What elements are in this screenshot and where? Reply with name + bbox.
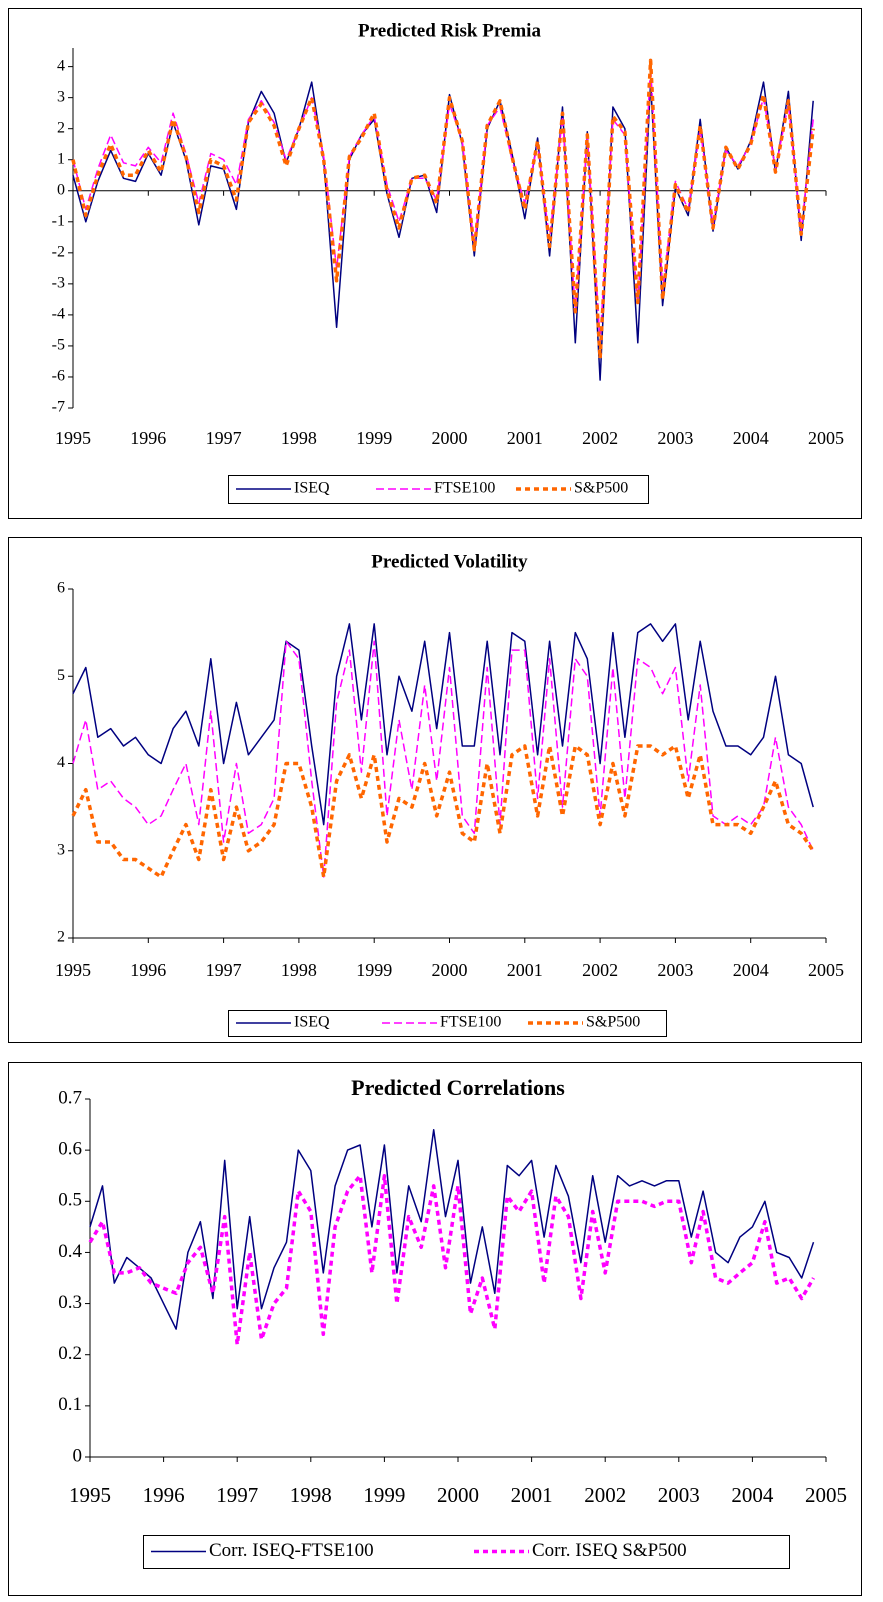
x-tick-label: 2000	[432, 960, 468, 980]
y-tick-label: -6	[52, 368, 65, 385]
series-line	[71, 58, 815, 361]
x-tick-label: 1998	[281, 960, 317, 980]
legend-box	[143, 1535, 790, 1569]
x-tick-label: 1995	[55, 960, 91, 980]
x-tick-label: 1999	[356, 428, 392, 448]
y-tick-label: -1	[52, 212, 65, 229]
x-tick-label: 2004	[733, 960, 769, 980]
y-tick-label: -3	[52, 275, 65, 292]
y-tick-label: 0	[73, 1445, 83, 1466]
y-tick-label: 0.2	[58, 1343, 82, 1364]
y-tick-label: 4	[57, 754, 65, 771]
legend-box	[228, 475, 649, 504]
y-tick-label: -2	[52, 243, 65, 260]
legend-label: FTSE100	[440, 1014, 501, 1031]
x-tick-label: 1995	[69, 1483, 111, 1507]
y-tick-label: 1	[57, 150, 65, 167]
y-tick-label: 3	[57, 841, 65, 858]
y-tick-label: 0	[57, 181, 65, 198]
y-tick-label: 0.3	[58, 1292, 82, 1313]
legend-label: Corr. ISEQ-FTSE100	[209, 1540, 374, 1561]
y-tick-label: -4	[52, 306, 65, 323]
x-tick-label: 2003	[658, 1483, 700, 1507]
chart-frame	[8, 1062, 862, 1596]
legend-label: ISEQ	[294, 480, 330, 497]
y-tick-label: 0.6	[58, 1139, 82, 1160]
x-tick-label: 1996	[143, 1483, 185, 1507]
series-line	[72, 81, 814, 381]
x-tick-label: 2003	[657, 960, 693, 980]
legend-label: FTSE100	[434, 480, 495, 497]
x-tick-label: 1997	[206, 960, 242, 980]
chart-title: Predicted Volatility	[371, 551, 528, 572]
series-line	[72, 623, 814, 826]
chart-frame	[8, 537, 862, 1043]
x-tick-label: 2005	[805, 1483, 847, 1507]
legend-label: S&P500	[574, 480, 628, 497]
x-tick-label: 1999	[363, 1483, 405, 1507]
y-tick-label: 4	[57, 57, 65, 74]
y-tick-label: -5	[52, 337, 65, 354]
y-tick-label: 2	[57, 119, 65, 136]
series-line	[89, 1128, 815, 1330]
y-tick-label: -7	[52, 399, 65, 416]
series-line	[71, 744, 815, 879]
chart-frame	[8, 8, 862, 519]
series-line	[72, 65, 814, 344]
legend-label: S&P500	[586, 1014, 640, 1031]
x-tick-label: 2003	[657, 428, 693, 448]
legend-box	[228, 1010, 667, 1037]
x-tick-label: 2002	[582, 960, 618, 980]
legend-label: ISEQ	[294, 1014, 330, 1031]
x-tick-label: 1997	[206, 428, 242, 448]
x-tick-label: 1998	[290, 1483, 332, 1507]
y-tick-label: 5	[57, 667, 65, 684]
x-tick-label: 1996	[130, 960, 166, 980]
x-tick-label: 2004	[731, 1483, 774, 1507]
y-tick-label: 0.5	[58, 1190, 82, 1211]
series-line	[88, 1173, 816, 1347]
x-tick-label: 2000	[437, 1483, 479, 1507]
y-tick-label: 3	[57, 88, 65, 105]
y-tick-label: 0.7	[58, 1087, 82, 1108]
y-tick-label: 6	[57, 580, 65, 597]
x-tick-label: 1999	[356, 960, 392, 980]
x-tick-label: 2005	[808, 428, 844, 448]
y-tick-label: 2	[57, 929, 65, 946]
x-tick-label: 1998	[281, 428, 317, 448]
chart-title: Predicted Correlations	[351, 1075, 565, 1100]
chart-title: Predicted Risk Premia	[358, 20, 541, 41]
x-tick-label: 2001	[507, 960, 543, 980]
y-tick-label: 0.1	[58, 1394, 82, 1415]
x-tick-label: 2004	[733, 428, 769, 448]
series-line	[72, 640, 814, 878]
x-tick-label: 1995	[55, 428, 91, 448]
x-tick-label: 2001	[511, 1483, 553, 1507]
x-tick-label: 1997	[216, 1483, 258, 1507]
x-tick-label: 1996	[130, 428, 166, 448]
y-tick-label: 0.4	[58, 1241, 82, 1262]
x-tick-label: 2002	[584, 1483, 626, 1507]
x-tick-label: 2000	[432, 428, 468, 448]
x-tick-label: 2002	[582, 428, 618, 448]
x-tick-label: 2005	[808, 960, 844, 980]
legend-label: Corr. ISEQ S&P500	[532, 1540, 687, 1561]
x-tick-label: 2001	[507, 428, 543, 448]
